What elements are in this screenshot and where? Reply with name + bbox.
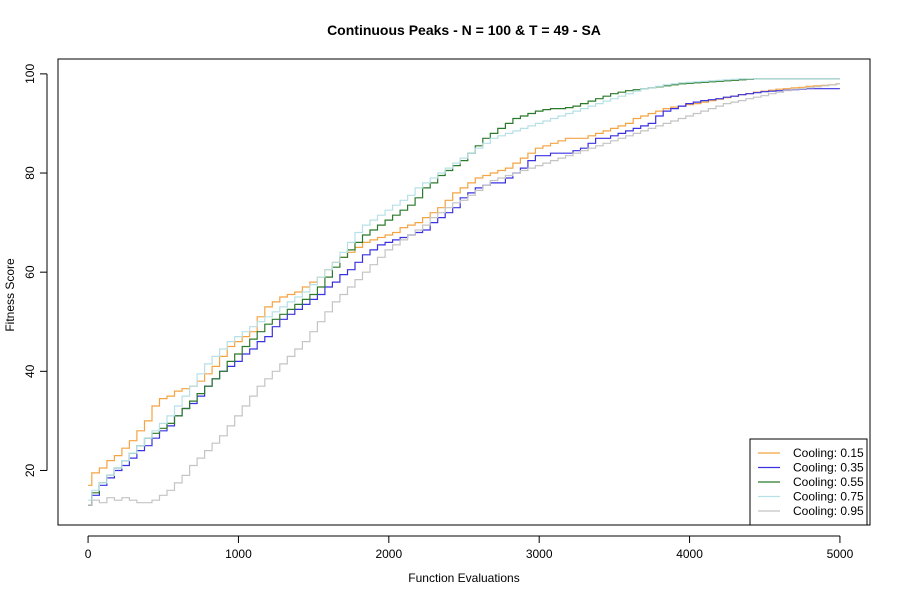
series-line-3 (88, 78, 840, 506)
y-tick-label: 60 (23, 265, 37, 279)
x-axis-label: Function Evaluations (408, 571, 519, 585)
x-tick-label: 4000 (676, 547, 703, 561)
y-axis: 20 40 60 80 100 (23, 64, 48, 477)
x-tick-label: 1000 (225, 547, 252, 561)
x-tick-label: 5000 (827, 547, 854, 561)
y-tick-label: 20 (23, 463, 37, 477)
legend-label: Cooling: 0.55 (793, 475, 864, 489)
series-line-4 (88, 78, 840, 501)
legend-label: Cooling: 0.15 (793, 446, 864, 460)
y-tick-label: 40 (23, 364, 37, 378)
plot-lines (88, 78, 840, 506)
x-tick-label: 3000 (526, 547, 553, 561)
series-line-5 (88, 83, 840, 506)
legend-label: Cooling: 0.35 (793, 461, 864, 475)
y-tick-label: 80 (23, 166, 37, 180)
legend-label: Cooling: 0.95 (793, 504, 864, 518)
chart-title: Continuous Peaks - N = 100 & T = 49 - SA (327, 22, 601, 38)
x-axis: 0 1000 2000 3000 4000 5000 (85, 535, 854, 561)
x-tick-label: 0 (85, 547, 92, 561)
legend-label: Cooling: 0.75 (793, 490, 864, 504)
x-tick-label: 2000 (375, 547, 402, 561)
plot-frame (57, 58, 871, 526)
y-tick-label: 100 (23, 64, 37, 84)
y-axis-label: Fitness Score (3, 258, 17, 332)
